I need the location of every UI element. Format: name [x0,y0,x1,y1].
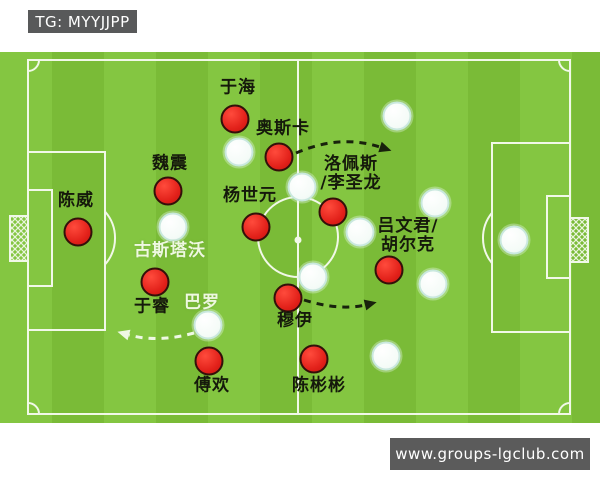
red-player-marker [194,346,224,376]
player-label: 魏震 [152,153,188,174]
player-label: 洛佩斯/李圣龙 [320,154,382,193]
player-label: 陈威 [58,190,94,211]
white-player-marker [287,172,317,202]
player-label: 穆伊 [277,310,313,331]
white-player-marker [499,225,529,255]
website-watermark-text: www.groups-lgclub.com [395,445,585,463]
red-player-marker [220,104,250,134]
white-player-marker [193,310,223,340]
red-player-marker [140,267,170,297]
white-player-marker [420,188,450,218]
red-player-marker [299,344,329,374]
red-player-marker [273,283,303,313]
tg-watermark: TG: MYYJJPP [28,10,137,33]
white-player-marker [371,341,401,371]
player-label: 巴罗 [184,292,220,313]
tg-watermark-text: TG: MYYJJPP [35,12,130,31]
white-player-marker [345,217,375,247]
player-label: 奥斯卡 [256,118,310,139]
white-player-marker [382,101,412,131]
red-player-marker [63,217,93,247]
player-label: 吕文君/胡尔克 [377,216,439,255]
white-player-marker [224,137,254,167]
white-player-marker [298,262,328,292]
player-label: 傅欢 [194,375,230,396]
white-player-marker [418,269,448,299]
white-player-marker [158,212,188,242]
player-label: 于海 [220,77,256,98]
website-watermark: www.groups-lgclub.com [390,438,590,470]
player-label: 陈彬彬 [292,375,346,396]
red-player-marker [264,142,294,172]
player-label: 古斯塔沃 [134,240,206,261]
player-label: 杨世元 [223,185,277,206]
player-label: 于睿 [134,296,170,317]
red-player-marker [374,255,404,285]
red-player-marker [241,212,271,242]
red-player-marker [153,176,183,206]
red-player-marker [318,197,348,227]
